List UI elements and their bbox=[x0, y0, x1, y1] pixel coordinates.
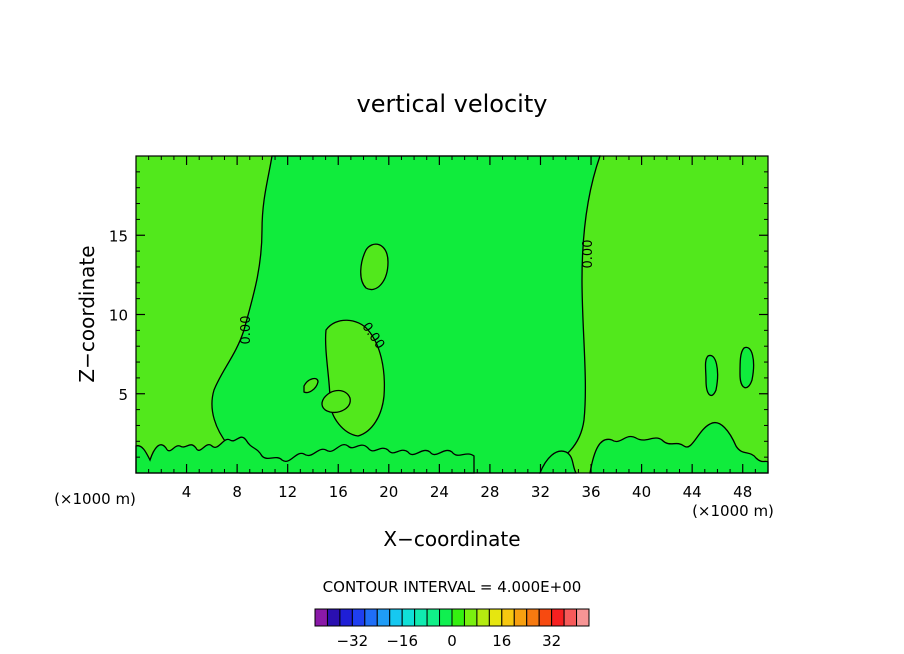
colorbar-swatch bbox=[501, 608, 515, 627]
positive-region bbox=[211, 155, 601, 474]
colorbar-swatch bbox=[376, 608, 391, 627]
surface-perturbations bbox=[135, 422, 769, 474]
colorbar-swatch bbox=[488, 608, 503, 627]
colorbar-tick-label: −16 bbox=[386, 632, 418, 650]
colorbar: −32 −16 0 16 32 bbox=[314, 608, 590, 650]
colorbar-swatch bbox=[439, 608, 453, 627]
y-tick-label: 10 bbox=[109, 307, 128, 325]
contour-interval-label: CONTOUR INTERVAL = 4.000E+00 bbox=[323, 578, 582, 596]
colorbar-swatch bbox=[414, 608, 428, 627]
x-tick-label: 12 bbox=[278, 483, 297, 501]
colorbar-swatch bbox=[463, 608, 478, 627]
x-tick-label: 32 bbox=[531, 483, 550, 501]
x-tick-label: 44 bbox=[683, 483, 702, 501]
negative-blob bbox=[303, 377, 319, 394]
y-tick-label: 5 bbox=[118, 386, 128, 404]
colorbar-swatch bbox=[526, 608, 540, 627]
x-tick-label: 28 bbox=[480, 483, 499, 501]
colorbar-swatch bbox=[326, 608, 341, 627]
colorbar-swatch bbox=[339, 608, 353, 627]
x-tick-label: 8 bbox=[232, 483, 242, 501]
contour-label: 0.00 bbox=[581, 240, 596, 269]
x-axis-label: X−coordinate bbox=[383, 527, 520, 551]
x-tick-label: 40 bbox=[632, 483, 651, 501]
negative-blob bbox=[321, 389, 351, 414]
x-tick-label: 20 bbox=[379, 483, 398, 501]
x-tick-label: 16 bbox=[329, 483, 348, 501]
positive-blob bbox=[704, 354, 719, 397]
x-tick-label: 24 bbox=[430, 483, 449, 501]
y-axis-label: Z−coordinate bbox=[75, 245, 99, 382]
x-tick-label: 4 bbox=[182, 483, 192, 501]
x-unit-label-left: (×1000 m) bbox=[54, 490, 136, 508]
x-unit-label-right: (×1000 m) bbox=[692, 502, 774, 520]
colorbar-tick-label: −32 bbox=[337, 632, 369, 650]
chart-title: vertical velocity bbox=[357, 90, 548, 118]
colorbar-swatch bbox=[389, 608, 403, 627]
y-axis: 5 10 15 bbox=[109, 171, 768, 458]
colorbar-swatch bbox=[426, 608, 441, 627]
colorbar-swatch bbox=[351, 608, 366, 627]
colorbar-tick-label: 0 bbox=[447, 632, 457, 650]
colorbar-swatch bbox=[576, 608, 590, 627]
positive-blob bbox=[739, 346, 755, 389]
svg-text:0.00: 0.00 bbox=[581, 240, 596, 269]
x-tick-label: 36 bbox=[581, 483, 600, 501]
colorbar-swatch bbox=[563, 608, 578, 627]
y-tick-label: 15 bbox=[109, 227, 128, 245]
svg-text:0.00: 0.00 bbox=[239, 316, 254, 345]
colorbar-swatch bbox=[314, 608, 328, 627]
colorbar-swatch bbox=[451, 608, 465, 627]
colorbar-tick-label: 16 bbox=[492, 632, 511, 650]
colorbar-swatch bbox=[513, 608, 528, 627]
colorbar-swatch bbox=[364, 608, 378, 627]
plot-area: 0.00 0.00 0.00 bbox=[135, 155, 769, 474]
colorbar-tick-label: 32 bbox=[542, 632, 561, 650]
colorbar-swatch bbox=[476, 608, 490, 627]
negative-blob bbox=[360, 243, 389, 291]
colorbar-swatch bbox=[551, 608, 565, 627]
colorbar-swatch bbox=[401, 608, 416, 627]
x-axis: 4 8 12 16 20 24 28 32 36 40 44 48 bbox=[148, 156, 756, 501]
colorbar-swatch bbox=[538, 608, 553, 627]
contour-label: 0.00 bbox=[239, 316, 254, 345]
x-tick-label: 48 bbox=[733, 483, 752, 501]
